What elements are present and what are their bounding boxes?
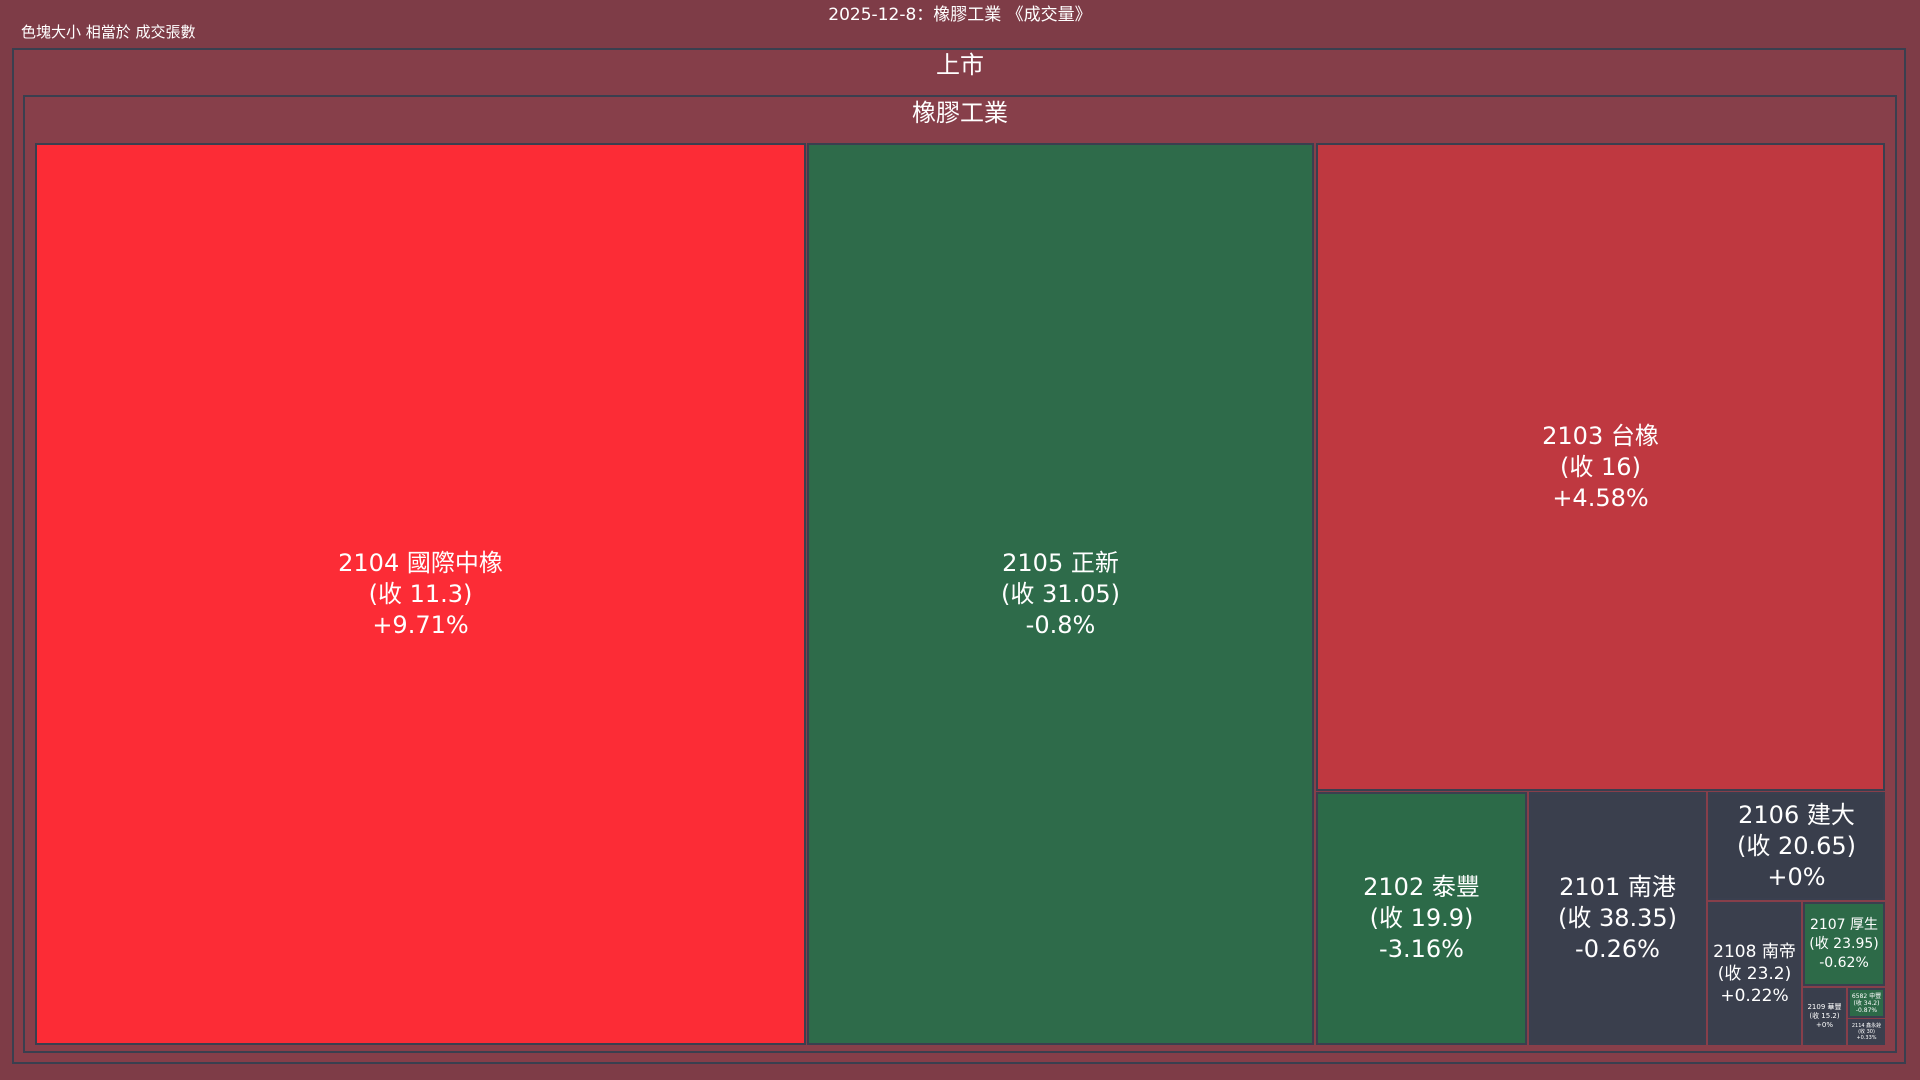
- tile-close-price: (收 31.05): [1000, 579, 1121, 608]
- tile-change-percent: -3.16%: [1379, 935, 1464, 963]
- tile-stock-name: 6582 申豐: [1851, 992, 1882, 1000]
- tile-label: 2105 正新 (收 31.05) -0.8%: [1001, 548, 1120, 641]
- tile-stock-name: 2114 鑫永銓: [1851, 1023, 1882, 1029]
- tile-change-percent: +9.71%: [372, 610, 469, 639]
- tile-close-price: (收 34.2): [1853, 999, 1880, 1007]
- tile-close-price: (收 38.35): [1557, 904, 1678, 932]
- treemap-tile-2101[interactable]: 2101 南港 (收 38.35) -0.26%: [1529, 792, 1706, 1045]
- tile-stock-name: 2106 建大: [1738, 800, 1855, 829]
- treemap-tile-2108[interactable]: 2108 南帝 (收 23.2) +0.22%: [1708, 902, 1801, 1045]
- tile-label: 2103 台橡 (收 16) +4.58%: [1542, 421, 1659, 514]
- treemap-tile-2106[interactable]: 2106 建大 (收 20.65) +0%: [1708, 792, 1885, 900]
- treemap-tile-2103[interactable]: 2103 台橡 (收 16) +4.58%: [1316, 143, 1885, 791]
- tile-label: 2102 泰豐 (收 19.9) -3.16%: [1363, 872, 1480, 965]
- tile-close-price: (收 23.2): [1717, 963, 1792, 984]
- page-title: 2025-12-8：橡膠工業 《成交量》: [828, 5, 1092, 25]
- tile-stock-name: 2109 華豐: [1807, 1003, 1842, 1011]
- tile-close-price: (收 20.65): [1736, 831, 1857, 860]
- tile-change-percent: +0.33%: [1856, 1035, 1877, 1041]
- tile-change-percent: +0%: [1767, 862, 1826, 891]
- treemap-tile-2114[interactable]: 2114 鑫永銓 (收 30) +0.33%: [1848, 1019, 1885, 1045]
- tile-stock-name: 2105 正新: [1002, 548, 1119, 577]
- tile-close-price: (收 30): [1858, 1029, 1875, 1035]
- tile-change-percent: -0.87%: [1855, 1006, 1878, 1014]
- industry-label: 橡膠工業: [912, 99, 1008, 127]
- treemap-tile-2102[interactable]: 2102 泰豐 (收 19.9) -3.16%: [1316, 792, 1527, 1045]
- tile-close-price: (收 11.3): [368, 579, 473, 608]
- tile-close-price: (收 15.2): [1809, 1012, 1840, 1020]
- tile-change-percent: -0.8%: [1025, 610, 1096, 639]
- treemap-tile-6582[interactable]: 6582 申豐 (收 34.2) -0.87%: [1848, 988, 1885, 1018]
- treemap-tile-2105[interactable]: 2105 正新 (收 31.05) -0.8%: [807, 143, 1314, 1045]
- tile-label: 2104 國際中橡 (收 11.3) +9.71%: [338, 548, 503, 641]
- tile-stock-name: 2107 厚生: [1809, 916, 1879, 933]
- tile-change-percent: +0%: [1816, 1021, 1833, 1029]
- tile-stock-name: 2104 國際中橡: [338, 548, 503, 577]
- market-label: 上市: [936, 51, 984, 79]
- tile-label: 6582 申豐 (收 34.2) -0.87%: [1852, 993, 1881, 1014]
- tile-close-price: (收 19.9): [1369, 904, 1474, 932]
- treemap-tile-2107[interactable]: 2107 厚生 (收 23.95) -0.62%: [1803, 902, 1885, 986]
- tile-change-percent: -0.26%: [1575, 935, 1660, 963]
- tile-stock-name: 2108 南帝: [1713, 941, 1796, 962]
- tile-change-percent: +4.58%: [1552, 483, 1649, 512]
- treemap-tile-2104[interactable]: 2104 國際中橡 (收 11.3) +9.71%: [35, 143, 806, 1045]
- tile-close-price: (收 23.95): [1809, 935, 1879, 952]
- treemap-tile-2109[interactable]: 2109 華豐 (收 15.2) +0%: [1803, 988, 1846, 1045]
- tile-label: 2101 南港 (收 38.35) -0.26%: [1558, 872, 1677, 965]
- tile-close-price: (收 16): [1560, 452, 1641, 481]
- tile-label: 2108 南帝 (收 23.2) +0.22%: [1713, 941, 1796, 1007]
- tile-label: 2114 鑫永銓 (收 30) +0.33%: [1852, 1023, 1881, 1041]
- tile-label: 2109 華豐 (收 15.2) +0%: [1807, 1003, 1841, 1030]
- tile-stock-name: 2102 泰豐: [1363, 873, 1480, 901]
- tile-label: 2106 建大 (收 20.65) +0%: [1737, 800, 1856, 893]
- size-note: 色塊大小 相當於 成交張數: [21, 23, 196, 41]
- tile-stock-name: 2103 台橡: [1542, 421, 1659, 450]
- tile-stock-name: 2101 南港: [1559, 873, 1676, 901]
- tile-change-percent: +0.22%: [1720, 985, 1789, 1006]
- tile-change-percent: -0.62%: [1819, 954, 1869, 971]
- tile-label: 2107 厚生 (收 23.95) -0.62%: [1809, 916, 1878, 973]
